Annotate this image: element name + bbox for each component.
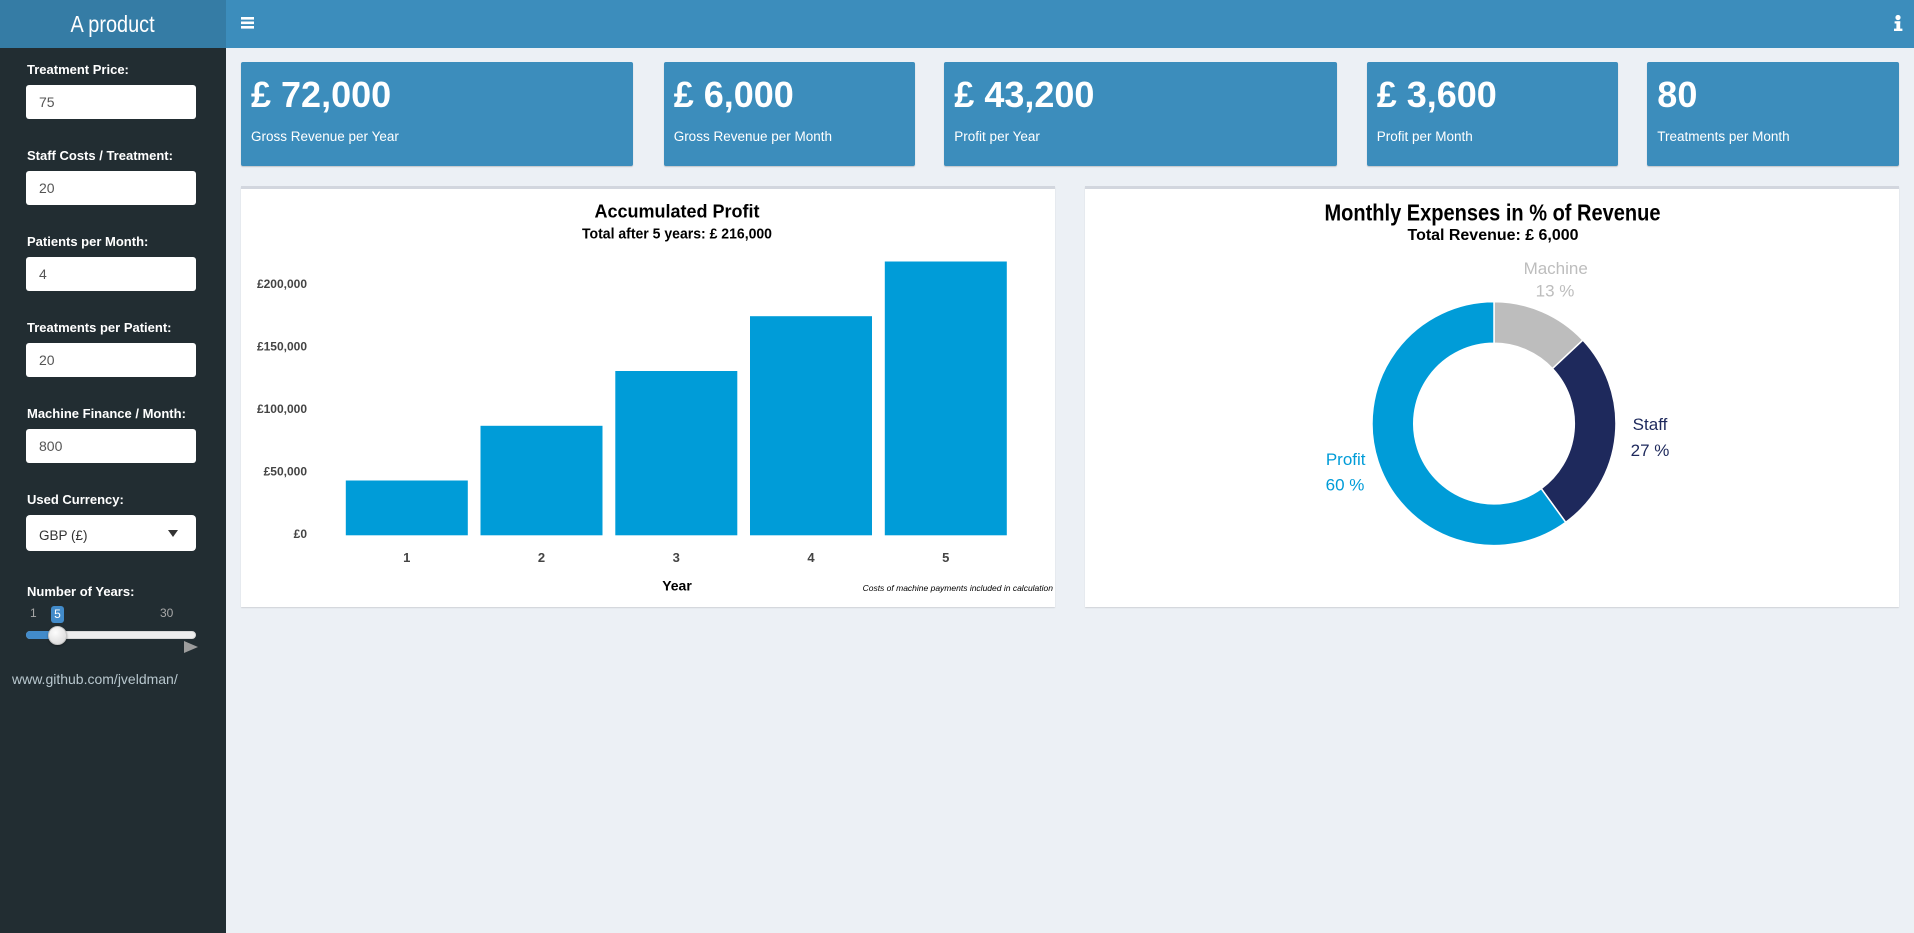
svg-text:£0: £0 <box>294 527 308 541</box>
svg-text:1: 1 <box>403 550 410 565</box>
svg-text:2: 2 <box>538 550 545 565</box>
svg-text:£100,000: £100,000 <box>257 402 307 416</box>
svg-text:27 %: 27 % <box>1631 441 1670 460</box>
svg-text:60 %: 60 % <box>1326 476 1365 495</box>
svg-text:Costs of machine payments incl: Costs of machine payments included in ca… <box>863 583 1054 593</box>
svg-text:4: 4 <box>807 550 815 565</box>
svg-text:Monthly Expenses in % of Reven: Monthly Expenses in % of Revenue <box>1325 200 1661 226</box>
svg-text:5: 5 <box>942 550 949 565</box>
svg-text:Profit: Profit <box>1326 450 1366 469</box>
svg-text:Machine: Machine <box>1524 259 1588 278</box>
svg-text:13 %: 13 % <box>1536 282 1575 301</box>
svg-text:Total Revenue: £ 6,000: Total Revenue: £ 6,000 <box>1408 227 1579 244</box>
svg-text:£50,000: £50,000 <box>264 465 308 479</box>
svg-text:Staff: Staff <box>1633 415 1668 434</box>
svg-text:£150,000: £150,000 <box>257 340 307 354</box>
svg-text:Accumulated Profit: Accumulated Profit <box>594 201 759 221</box>
svg-text:£200,000: £200,000 <box>257 277 307 291</box>
svg-text:Year: Year <box>662 578 692 594</box>
svg-text:3: 3 <box>673 550 680 565</box>
svg-text:Total after 5 years: £ 216,000: Total after 5 years: £ 216,000 <box>582 226 772 243</box>
